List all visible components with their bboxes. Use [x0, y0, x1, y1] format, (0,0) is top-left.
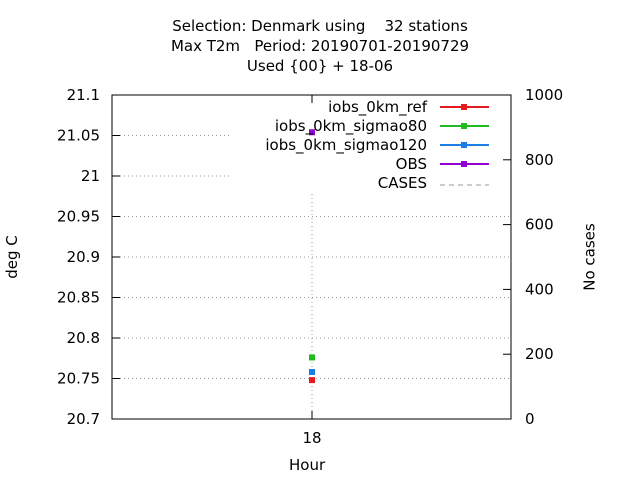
legend-marker-iobs-0km-sigmao120: [461, 142, 467, 148]
y2-tick-label: 1000: [525, 86, 563, 104]
data-point-iobs-0km-ref: [309, 377, 315, 384]
y2-tick-label: 400: [525, 280, 554, 298]
legend-marker-obs: [461, 161, 467, 167]
y-tick-label: 20.75: [57, 370, 100, 388]
y-tick-label: 20.85: [57, 289, 100, 307]
y2-tick-label: 200: [525, 345, 554, 363]
legend-label-iobs-0km-sigmao80: iobs_0km_sigmao80: [275, 117, 427, 136]
legend-label-iobs-0km-sigmao120: iobs_0km_sigmao120: [265, 136, 427, 155]
chart-title-line-2: Max T2m Period: 20190701-20190729: [170, 37, 470, 55]
y2-tick-label: 800: [525, 151, 554, 169]
data-point-obs: [309, 129, 315, 136]
chart-title-line-3: Used {00} + 18-06: [246, 57, 394, 75]
legend-marker-iobs-0km-sigmao80: [461, 123, 467, 129]
legend-label-iobs-0km-ref: iobs_0km_ref: [328, 98, 428, 117]
y-tick-label: 21: [81, 167, 100, 185]
y-tick-label: 20.7: [67, 410, 100, 428]
legend-marker-iobs-0km-ref: [461, 104, 467, 110]
chart-title-line-1: Selection: Denmark using 32 stations: [172, 17, 468, 35]
legend-label-cases: CASES: [378, 174, 427, 192]
x-axis-label: Hour: [289, 456, 326, 474]
x-tick-label: 18: [302, 429, 321, 447]
y-tick-label: 20.9: [67, 248, 100, 266]
y-tick-label: 21.1: [67, 86, 100, 104]
data-point-iobs-0km-sigmao80: [309, 354, 315, 361]
y-tick-label: 20.8: [67, 329, 100, 347]
y2-tick-label: 600: [525, 216, 554, 234]
data-point-iobs-0km-sigmao120: [309, 369, 315, 376]
y2-tick-label: 0: [525, 410, 535, 428]
y-tick-label: 20.95: [57, 208, 100, 226]
legend-label-obs: OBS: [396, 155, 427, 173]
y-tick-label: 21.05: [57, 127, 100, 145]
plot-frame: [111, 94, 512, 420]
